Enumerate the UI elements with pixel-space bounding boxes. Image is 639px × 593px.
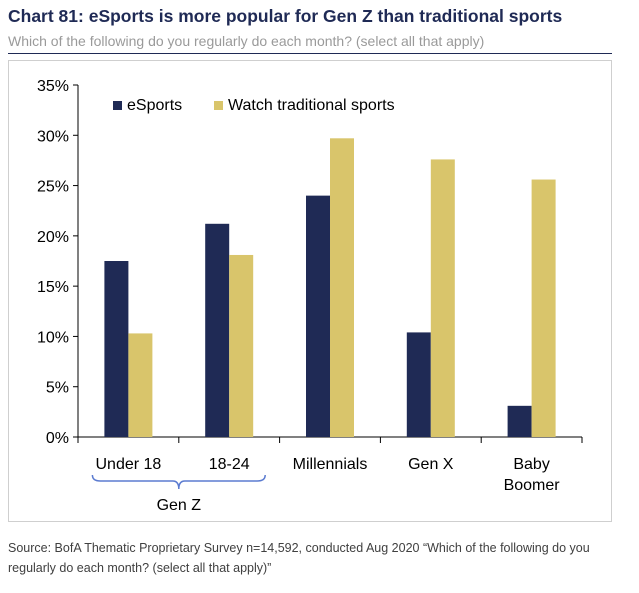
x-tick-label: Baby [513,456,549,473]
y-tick-label: 30% [37,128,69,145]
legend-label-traditional: Watch traditional sports [228,97,395,114]
chart-frame [8,60,612,522]
bar-traditional-2 [330,138,354,437]
gen-z-bracket [91,474,266,490]
legend-swatch-traditional [214,101,223,110]
x-tick-label: Gen X [408,456,454,473]
legend-swatch-esports [113,101,122,110]
bar-chart: 0% 5% 10% 15% 20% 25% 30% 35% Under 18 18-24 Mille… [37,78,583,514]
y-tick-label: 10% [37,329,69,346]
bar-traditional-0 [128,333,153,437]
bar-esports-3 [406,332,431,437]
legend-label-esports: eSports [127,97,182,114]
y-tick-label: 5% [46,380,69,397]
y-tick-label: 15% [37,279,69,296]
bar-esports-1 [205,223,230,437]
x-tick-label: Millennials [293,456,368,473]
y-tick-label: 20% [37,229,69,246]
chart-title: Chart 81: eSports is more popular for Ge… [8,6,563,26]
bar-traditional-1 [229,254,254,437]
chart-subtitle: Which of the following do you regularly … [8,33,485,49]
bar-esports-2 [306,195,330,437]
bar-esports-0 [104,261,129,437]
y-tick-label: 0% [46,430,69,447]
x-tick-label: 18-24 [209,456,250,473]
source-note: Source: BofA Thematic Proprietary Survey… [8,541,590,575]
x-tick-label: Boomer [504,477,561,494]
bar-traditional-3 [430,159,455,437]
title-rule [8,53,612,54]
gen-z-label: Gen Z [157,497,202,514]
bar-traditional-4 [531,179,556,437]
y-tick-label: 25% [37,179,69,196]
y-tick-label: 35% [37,78,69,95]
x-tick-label: Under 18 [95,456,161,473]
bar-esports-4 [507,405,532,437]
